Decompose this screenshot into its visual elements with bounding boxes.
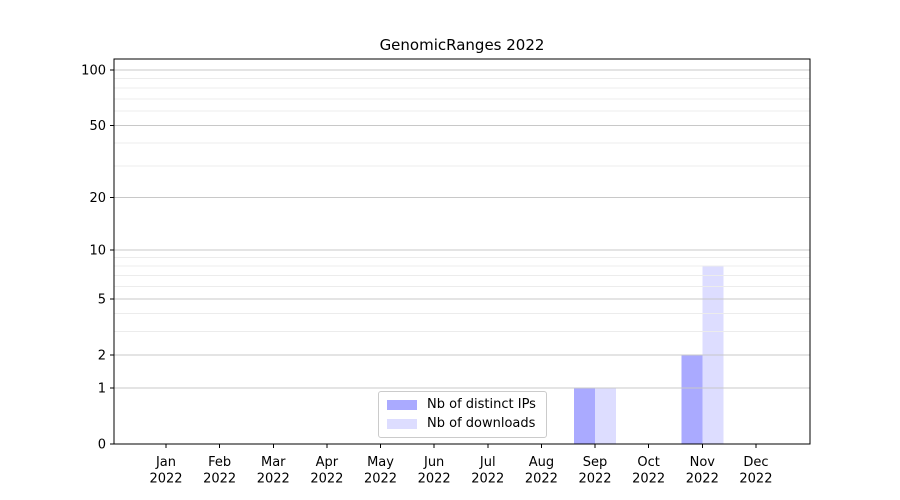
- legend-entry-distinct-ips: Nb of distinct IPs: [387, 398, 536, 411]
- y-tick-label: 50: [89, 119, 106, 134]
- legend-swatch-downloads: [387, 418, 417, 429]
- legend-swatch-distinct-ips: [387, 399, 417, 410]
- x-tick-label: Aug 2022: [525, 455, 558, 487]
- y-tick-label: 5: [98, 292, 106, 307]
- grid-group: [114, 69, 810, 389]
- legend: Nb of distinct IPs Nb of downloads: [378, 391, 547, 438]
- y-tick-label: 0: [98, 438, 106, 453]
- y-tick-label: 100: [81, 64, 106, 79]
- x-tick-label: Sep 2022: [578, 455, 611, 487]
- x-tick-label: Nov 2022: [686, 455, 719, 487]
- x-tick-label: Feb 2022: [203, 455, 236, 487]
- legend-label-distinct-ips: Nb of distinct IPs: [427, 397, 536, 412]
- x-tick-label: Jul 2022: [471, 455, 504, 487]
- bar-distinct-ips-sep: [574, 387, 596, 444]
- x-tick-label: May 2022: [364, 455, 397, 487]
- x-tick-label: Dec 2022: [739, 455, 772, 487]
- x-tick-label: Oct 2022: [632, 455, 665, 487]
- y-tick-label: 10: [89, 243, 106, 258]
- y-tick-label: 2: [98, 349, 106, 364]
- y-tick-label: 20: [89, 191, 106, 206]
- chart-title: GenomicRanges 2022: [379, 36, 545, 54]
- x-axis: Jan 2022 Feb 2022 Mar 2022 Apr 2022 May 2022 Jun 20…: [149, 444, 772, 487]
- x-tick-label: Apr 2022: [310, 455, 343, 487]
- legend-label-downloads: Nb of downloads: [427, 416, 536, 431]
- y-tick-label: 1: [98, 381, 106, 396]
- bar-distinct-ips-nov: [681, 355, 703, 444]
- x-tick-label: Jun 2022: [418, 455, 451, 487]
- x-tick-label: Mar 2022: [257, 455, 290, 487]
- y-axis: 0 1 2 5 10 20 50 100: [81, 64, 114, 453]
- legend-entry-downloads: Nb of downloads: [387, 417, 536, 430]
- x-tick-label: Jan 2022: [149, 455, 182, 487]
- plot-border: [113, 58, 811, 445]
- bar-downloads-sep: [595, 387, 617, 444]
